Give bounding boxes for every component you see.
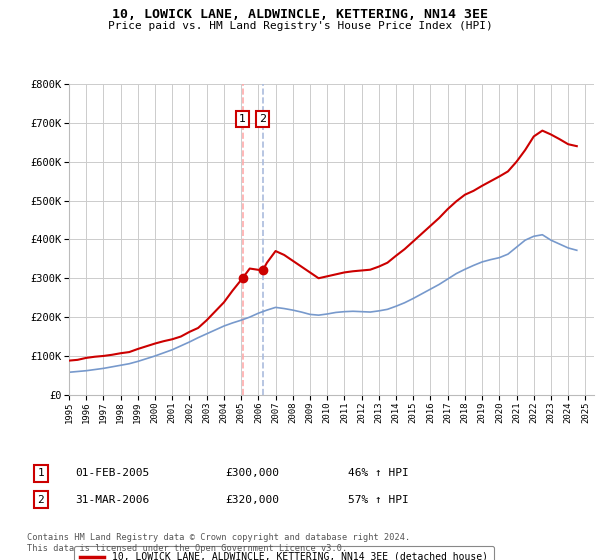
Text: 2: 2	[37, 494, 44, 505]
Text: £300,000: £300,000	[225, 468, 279, 478]
Text: 1: 1	[239, 114, 246, 124]
Text: 2: 2	[259, 114, 266, 124]
Text: 10, LOWICK LANE, ALDWINCLE, KETTERING, NN14 3EE: 10, LOWICK LANE, ALDWINCLE, KETTERING, N…	[112, 8, 488, 21]
Text: 57% ↑ HPI: 57% ↑ HPI	[348, 494, 409, 505]
Text: 1: 1	[37, 468, 44, 478]
Text: £320,000: £320,000	[225, 494, 279, 505]
Text: 46% ↑ HPI: 46% ↑ HPI	[348, 468, 409, 478]
Legend: 10, LOWICK LANE, ALDWINCLE, KETTERING, NN14 3EE (detached house), HPI: Average p: 10, LOWICK LANE, ALDWINCLE, KETTERING, N…	[74, 546, 494, 560]
Text: Contains HM Land Registry data © Crown copyright and database right 2024.
This d: Contains HM Land Registry data © Crown c…	[27, 533, 410, 553]
Text: 01-FEB-2005: 01-FEB-2005	[75, 468, 149, 478]
Text: 31-MAR-2006: 31-MAR-2006	[75, 494, 149, 505]
Text: Price paid vs. HM Land Registry's House Price Index (HPI): Price paid vs. HM Land Registry's House …	[107, 21, 493, 31]
